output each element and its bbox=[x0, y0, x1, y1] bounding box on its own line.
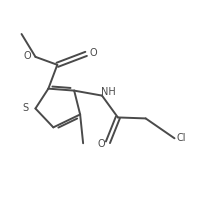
Text: O: O bbox=[89, 48, 97, 58]
Text: Cl: Cl bbox=[176, 133, 186, 143]
Text: O: O bbox=[24, 51, 31, 61]
Text: NH: NH bbox=[101, 87, 115, 97]
Text: S: S bbox=[23, 104, 29, 113]
Text: O: O bbox=[98, 139, 105, 149]
